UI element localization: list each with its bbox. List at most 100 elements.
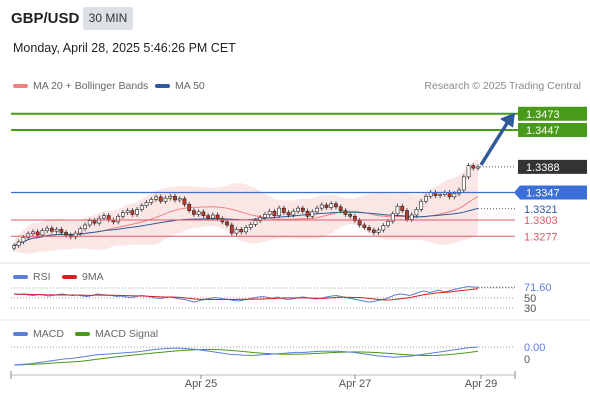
- candle: [45, 227, 50, 231]
- macd-swatch: [13, 332, 28, 336]
- candle: [352, 215, 357, 221]
- rsi-ma-swatch: [62, 275, 77, 279]
- candle: [400, 205, 405, 211]
- ma20-legend: MA 20 + Bollinger Bands: [33, 80, 149, 92]
- candle: [409, 214, 414, 220]
- candle: [348, 214, 353, 217]
- candle: [87, 220, 92, 226]
- macd-signal-swatch: [75, 332, 90, 336]
- macd-tick-label: 0: [524, 354, 530, 366]
- candle: [381, 225, 386, 231]
- candle: [163, 197, 168, 202]
- candle: [362, 224, 367, 228]
- candle: [239, 229, 244, 233]
- macd-line: [13, 346, 479, 366]
- candle: [376, 229, 381, 233]
- candle: [258, 217, 263, 221]
- candle: [210, 214, 215, 219]
- timeframe-badge[interactable]: 30 MIN: [83, 7, 133, 30]
- candle: [16, 241, 21, 246]
- candle: [154, 196, 158, 200]
- candle: [192, 210, 196, 215]
- candle: [319, 204, 324, 209]
- candle: [168, 195, 173, 199]
- ma50-swatch: [155, 84, 170, 88]
- candle: [26, 233, 31, 238]
- bollinger-band: [14, 158, 478, 254]
- candle: [267, 210, 272, 215]
- candle: [40, 230, 45, 236]
- candle: [248, 224, 253, 228]
- candle: [229, 224, 234, 234]
- candle: [187, 204, 192, 211]
- resistance-label: 1.3447: [526, 125, 560, 137]
- candle: [225, 221, 229, 226]
- candle: [116, 215, 121, 223]
- last-price-label: 1.3388: [526, 162, 560, 174]
- candle: [64, 232, 68, 236]
- candle: [447, 192, 452, 198]
- candle: [73, 232, 78, 238]
- rsi-tick-label: 50: [524, 293, 536, 305]
- candle: [31, 231, 35, 235]
- rsi-tick-label: 30: [524, 303, 536, 315]
- candle: [102, 215, 106, 219]
- candle: [196, 211, 201, 215]
- candle: [291, 210, 296, 216]
- candle: [253, 220, 258, 225]
- macd-legend: MACD: [33, 328, 64, 340]
- candle: [357, 220, 362, 226]
- candle: [329, 203, 334, 208]
- candle: [78, 228, 83, 234]
- candle: [281, 207, 286, 213]
- support-label: 1.3303: [524, 215, 558, 227]
- candle: [120, 212, 125, 217]
- candle: [471, 165, 476, 169]
- candle: [310, 211, 315, 217]
- research-credit: Research © 2025 Trading Central: [424, 80, 581, 92]
- candle: [338, 206, 343, 211]
- candle: [419, 200, 424, 210]
- candle: [149, 199, 154, 203]
- candle: [452, 193, 457, 198]
- chart-header: GBP/USD 30 MIN: [0, 0, 590, 38]
- candle: [414, 209, 419, 216]
- forecast-arrowhead: [500, 112, 515, 128]
- candle: [461, 176, 466, 191]
- candle: [21, 237, 26, 243]
- candle: [106, 215, 111, 221]
- rsi-ma-legend: 9MA: [82, 271, 104, 283]
- candle: [405, 210, 409, 220]
- candle: [371, 229, 376, 233]
- candle: [390, 213, 395, 222]
- candle: [177, 198, 182, 201]
- candle: [334, 203, 338, 208]
- x-tick-label: Apr 29: [465, 378, 497, 390]
- candle: [54, 229, 59, 232]
- candle: [158, 196, 163, 202]
- candle: [367, 227, 372, 231]
- macd-signal-legend: MACD Signal: [95, 328, 159, 340]
- rsi-ma-line: [13, 288, 479, 301]
- candle: [286, 212, 291, 216]
- candle: [206, 215, 211, 219]
- candle: [139, 205, 144, 210]
- candle: [386, 220, 390, 226]
- macd-value-label: 0.00: [524, 342, 545, 354]
- pivot-label-box: [514, 185, 587, 200]
- candle: [343, 210, 348, 215]
- resistance-label-box: [518, 123, 587, 137]
- candle: [135, 209, 140, 215]
- candle: [263, 214, 267, 218]
- ma20-swatch: [13, 84, 28, 88]
- candle: [49, 227, 54, 232]
- rsi-value-label: 71.60: [524, 282, 552, 294]
- candle: [173, 195, 177, 201]
- candle: [12, 245, 16, 249]
- candle: [315, 207, 319, 213]
- rsi-legend: RSI: [33, 271, 51, 283]
- candle: [234, 229, 239, 234]
- support-label: 1.3321: [524, 204, 558, 216]
- timestamp: Monday, April 28, 2025 5:46:26 PM CET: [13, 41, 236, 55]
